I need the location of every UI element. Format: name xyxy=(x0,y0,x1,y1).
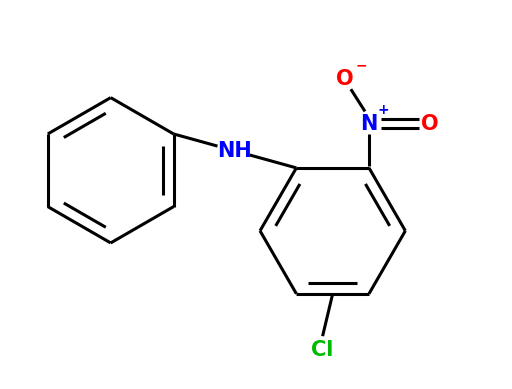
Text: O: O xyxy=(421,114,438,133)
Text: N: N xyxy=(360,114,378,133)
Text: Cl: Cl xyxy=(311,340,334,360)
Text: O: O xyxy=(336,69,354,89)
Text: +: + xyxy=(377,103,389,117)
Text: −: − xyxy=(355,58,367,72)
Text: NH: NH xyxy=(218,141,252,161)
